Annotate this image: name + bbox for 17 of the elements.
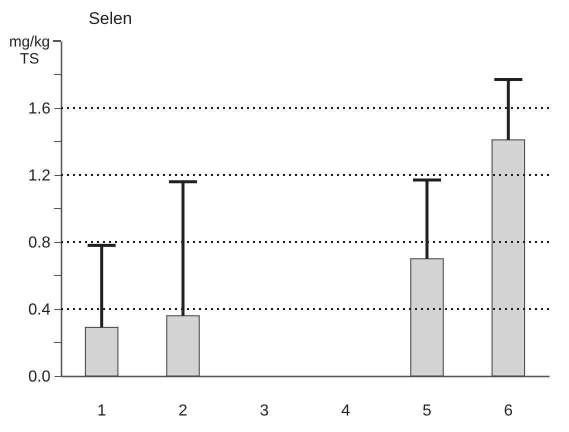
x-tick-label: 2 [178,402,188,420]
chart-title: Selen [88,9,132,28]
x-tick-label: 6 [504,402,513,420]
bar [166,315,200,376]
y-tick-label: 1.2 [28,168,51,184]
y-tick-label: 0.8 [28,234,51,252]
x-tick-label: 5 [422,402,432,420]
bar [410,258,444,376]
y-tick-label: 0.4 [28,302,51,318]
y-tick-label: 0.0 [28,368,51,386]
bar [492,139,526,376]
x-tick-label: 1 [97,402,106,420]
y-axis-title: mg/kg TS [9,34,50,68]
x-tick-label: 4 [341,402,350,420]
bar [84,326,118,376]
x-tick-label: 3 [260,402,269,420]
y-tick-label: 1.6 [28,100,51,118]
